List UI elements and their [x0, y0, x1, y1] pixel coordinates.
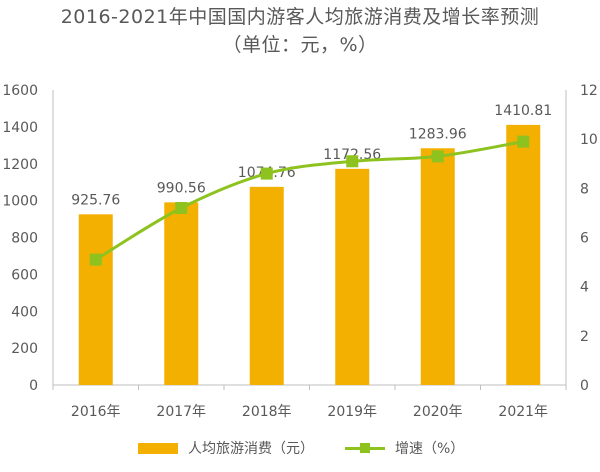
growth-marker [175, 202, 188, 214]
right-axis-tick-label: 10 [580, 132, 598, 148]
right-axis-tick-label: 6 [580, 231, 589, 247]
x-axis-tick-label: 2019年 [327, 404, 377, 420]
right-axis-tick-label: 2 [580, 329, 589, 345]
legend-line-swatch [345, 442, 385, 454]
legend-bar-label: 人均旅游消费（元） [188, 441, 314, 457]
bar [78, 214, 113, 385]
bar [164, 202, 199, 385]
left-axis-tick-label: 800 [11, 231, 38, 247]
bar-value-label: 1283.96 [409, 126, 467, 142]
legend-line: 增速（%） [345, 438, 464, 458]
growth-marker [517, 135, 530, 148]
bar [506, 124, 541, 386]
legend-bar: 人均旅游消费（元） [138, 438, 314, 458]
x-axis-tick-label: 2020年 [413, 404, 463, 420]
bar [335, 168, 370, 385]
right-axis-tick-label: 0 [580, 378, 589, 394]
left-axis-tick-label: 1000 [2, 194, 38, 210]
right-axis-tick-label: 4 [580, 280, 589, 296]
left-axis-tick-label: 400 [11, 304, 38, 320]
growth-line [94, 140, 524, 261]
legend-bar-swatch [138, 442, 178, 454]
left-axis-tick-label: 200 [11, 341, 38, 357]
bar [420, 148, 455, 385]
x-axis-tick-label: 2021年 [498, 404, 548, 420]
bar-value-label: 990.56 [157, 180, 206, 196]
growth-marker [346, 155, 359, 168]
chart-title: 2016-2021年中国国内游客人均旅游消费及增长率预测 [60, 6, 540, 28]
left-axis-tick-label: 0 [29, 378, 38, 394]
right-axis-tick-label: 12 [580, 83, 598, 99]
bar-value-label: 1410.81 [494, 103, 552, 119]
left-axis-tick-label: 600 [11, 267, 38, 283]
left-axis-tick-label: 1600 [2, 83, 38, 99]
left-axis-tick-label: 1400 [2, 120, 38, 136]
legend-line-label: 增速（%） [395, 441, 465, 457]
bar [249, 186, 284, 385]
bar-value-label: 925.76 [71, 192, 120, 208]
x-axis-tick-label: 2016年 [71, 404, 121, 420]
chart-subtitle: （单位：元，%） [222, 34, 378, 56]
x-axis-tick-label: 2018年 [242, 404, 292, 420]
growth-marker [260, 167, 273, 180]
growth-marker [89, 253, 102, 266]
right-axis-tick-label: 8 [580, 181, 589, 197]
growth-marker [431, 150, 444, 163]
x-axis-tick-label: 2017年 [156, 404, 206, 420]
left-axis-tick-label: 1200 [2, 157, 38, 173]
